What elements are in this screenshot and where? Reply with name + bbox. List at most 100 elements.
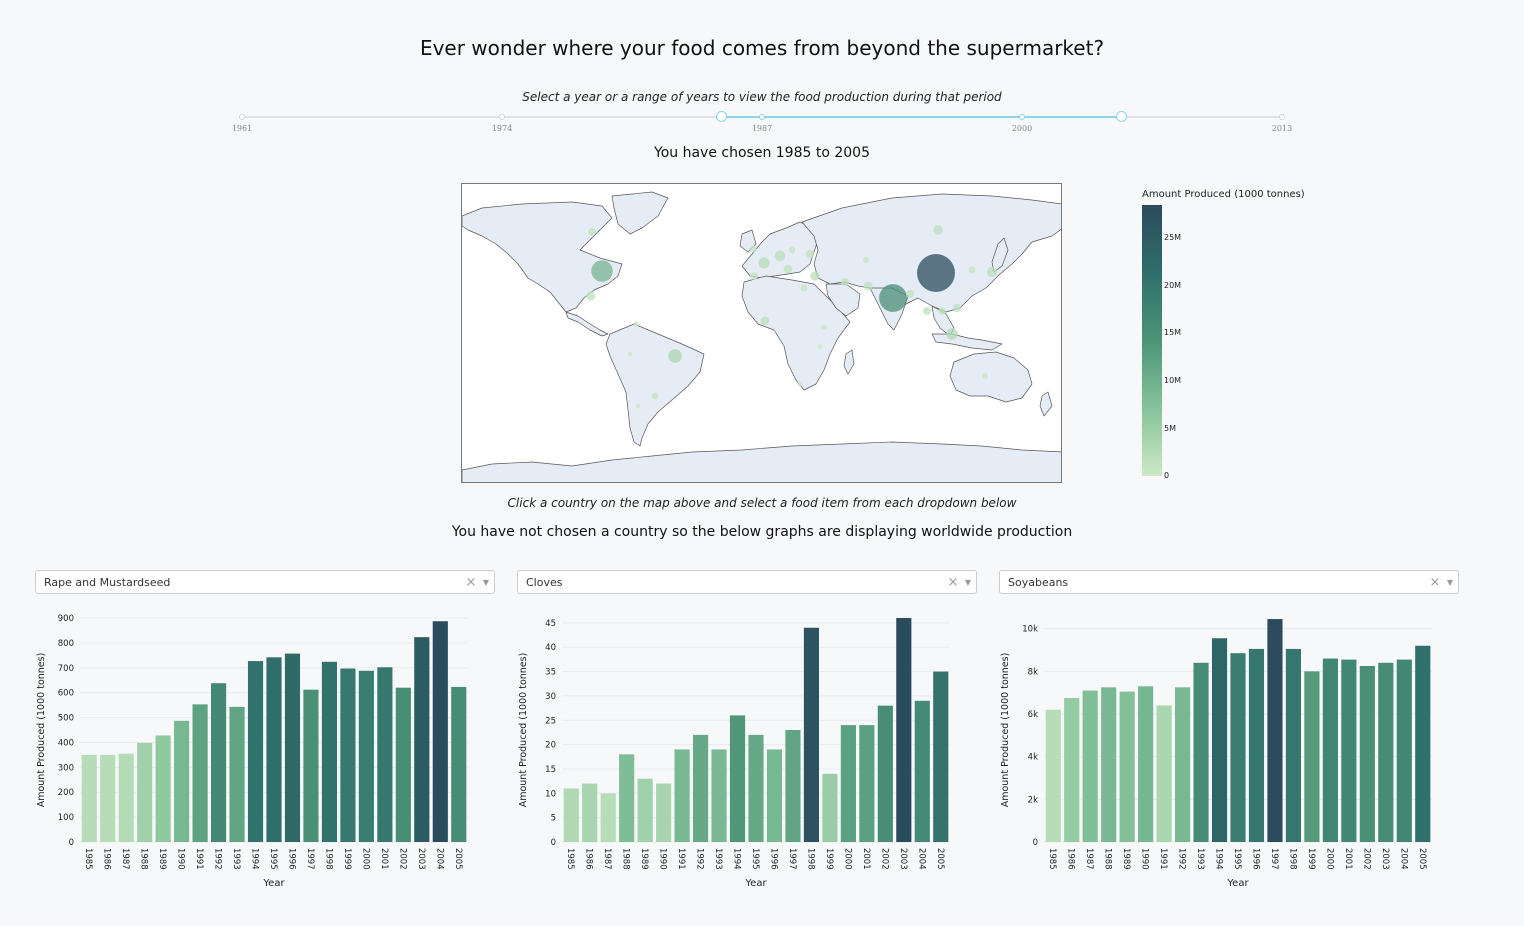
- bar-2005[interactable]: [1415, 645, 1431, 842]
- bar-1986[interactable]: [582, 783, 598, 842]
- bar-2005[interactable]: [933, 671, 949, 842]
- bar-2001[interactable]: [377, 667, 393, 842]
- bar-2004[interactable]: [432, 621, 448, 842]
- bar-1986[interactable]: [1064, 698, 1080, 842]
- chevron-down-icon[interactable]: ▼: [1446, 577, 1454, 587]
- map-bubble[interactable]: [821, 324, 827, 330]
- food-item-dropdown-2[interactable]: Cloves × ▼: [517, 570, 977, 594]
- bar-2001[interactable]: [1341, 659, 1357, 842]
- bar-1997[interactable]: [785, 730, 801, 842]
- clear-icon[interactable]: ×: [465, 574, 477, 590]
- bar-2004[interactable]: [1396, 659, 1412, 842]
- bar-1985[interactable]: [81, 754, 97, 842]
- map-bubble[interactable]: [760, 316, 770, 326]
- bar-1991[interactable]: [192, 704, 208, 842]
- map-bubble[interactable]: [840, 277, 850, 287]
- bar-2002[interactable]: [395, 687, 411, 842]
- bar-1994[interactable]: [247, 661, 264, 842]
- chevron-down-icon[interactable]: ▼: [482, 577, 490, 587]
- map-bubble[interactable]: [651, 392, 659, 400]
- bar-1994[interactable]: [1211, 638, 1228, 842]
- bar-1987[interactable]: [118, 753, 134, 842]
- bar-1988[interactable]: [1101, 687, 1117, 842]
- bar-1999[interactable]: [1304, 671, 1320, 842]
- bar-1985[interactable]: [1045, 709, 1061, 842]
- map-bubble[interactable]: [879, 284, 907, 312]
- map-bubble[interactable]: [810, 271, 820, 281]
- map-bubble[interactable]: [591, 260, 613, 282]
- bar-1989[interactable]: [155, 735, 171, 842]
- bar-1993[interactable]: [711, 749, 727, 842]
- bar-1993[interactable]: [1193, 662, 1209, 842]
- bar-1996[interactable]: [766, 749, 783, 842]
- bar-1987[interactable]: [600, 793, 616, 842]
- map-bubble[interactable]: [922, 306, 932, 316]
- bar-1991[interactable]: [674, 749, 690, 842]
- bar-1988[interactable]: [619, 754, 635, 842]
- map-bubble[interactable]: [633, 321, 639, 327]
- map-bubble[interactable]: [758, 257, 770, 269]
- bar-1989[interactable]: [1119, 691, 1135, 842]
- map-bubble[interactable]: [952, 303, 962, 313]
- chevron-down-icon[interactable]: ▼: [964, 577, 972, 587]
- map-bubble[interactable]: [946, 328, 958, 340]
- bar-2000[interactable]: [358, 670, 374, 842]
- food-item-dropdown-3[interactable]: Soyabeans × ▼: [999, 570, 1459, 594]
- bar-2003[interactable]: [1378, 662, 1394, 842]
- slider-handle-start[interactable]: [716, 111, 727, 122]
- bar-1987[interactable]: [1082, 690, 1098, 842]
- bar-1993[interactable]: [229, 706, 245, 842]
- bar-1992[interactable]: [1174, 687, 1191, 842]
- bar-2001[interactable]: [859, 725, 875, 842]
- map-bubble[interactable]: [749, 245, 757, 253]
- bar-1998[interactable]: [321, 661, 338, 842]
- map-bubble[interactable]: [750, 272, 758, 280]
- slider-handle-end[interactable]: [1116, 111, 1127, 122]
- map-bubble[interactable]: [817, 344, 823, 350]
- bar-2000[interactable]: [840, 725, 856, 842]
- map-bubble[interactable]: [788, 246, 796, 254]
- bar-2003[interactable]: [896, 618, 912, 842]
- clear-icon[interactable]: ×: [947, 574, 959, 590]
- map-bubble[interactable]: [933, 225, 943, 235]
- bar-1996[interactable]: [284, 653, 301, 842]
- map-bubble[interactable]: [981, 372, 989, 380]
- map-bubble[interactable]: [968, 266, 976, 274]
- bar-2005[interactable]: [451, 686, 467, 842]
- bar-1999[interactable]: [340, 668, 356, 842]
- map-bubble[interactable]: [586, 291, 596, 301]
- bar-2004[interactable]: [914, 700, 930, 842]
- bar-1992[interactable]: [210, 683, 227, 842]
- bar-1992[interactable]: [692, 734, 709, 842]
- map-bubble[interactable]: [938, 307, 946, 315]
- map-bubble[interactable]: [627, 351, 633, 357]
- map-bubble[interactable]: [774, 250, 786, 262]
- bar-1990[interactable]: [1138, 686, 1154, 842]
- bar-1988[interactable]: [137, 742, 153, 842]
- bar-1989[interactable]: [637, 778, 653, 842]
- bar-1998[interactable]: [1285, 648, 1302, 842]
- map-bubble[interactable]: [783, 264, 793, 274]
- bar-1998[interactable]: [803, 627, 820, 842]
- map-bubble[interactable]: [986, 266, 998, 278]
- bar-1990[interactable]: [174, 720, 190, 842]
- map-bubble[interactable]: [588, 228, 596, 236]
- food-item-dropdown-1[interactable]: Rape and Mustardseed × ▼: [35, 570, 495, 594]
- map-bubble[interactable]: [635, 403, 641, 409]
- bar-1990[interactable]: [656, 783, 672, 842]
- bar-1996[interactable]: [1248, 648, 1265, 842]
- bar-1995[interactable]: [1230, 653, 1246, 842]
- bar-1985[interactable]: [563, 788, 579, 842]
- bar-1986[interactable]: [100, 754, 116, 842]
- map-bubble[interactable]: [863, 281, 873, 291]
- map-bubble[interactable]: [805, 249, 815, 259]
- map-bubble[interactable]: [800, 284, 808, 292]
- clear-icon[interactable]: ×: [1429, 574, 1441, 590]
- map-bubble[interactable]: [797, 381, 803, 387]
- bar-1997[interactable]: [1267, 619, 1283, 842]
- map-bubble[interactable]: [862, 256, 870, 264]
- bar-1994[interactable]: [729, 715, 746, 842]
- map-bubble[interactable]: [668, 349, 682, 363]
- bar-2003[interactable]: [414, 637, 430, 842]
- bar-1995[interactable]: [266, 657, 282, 842]
